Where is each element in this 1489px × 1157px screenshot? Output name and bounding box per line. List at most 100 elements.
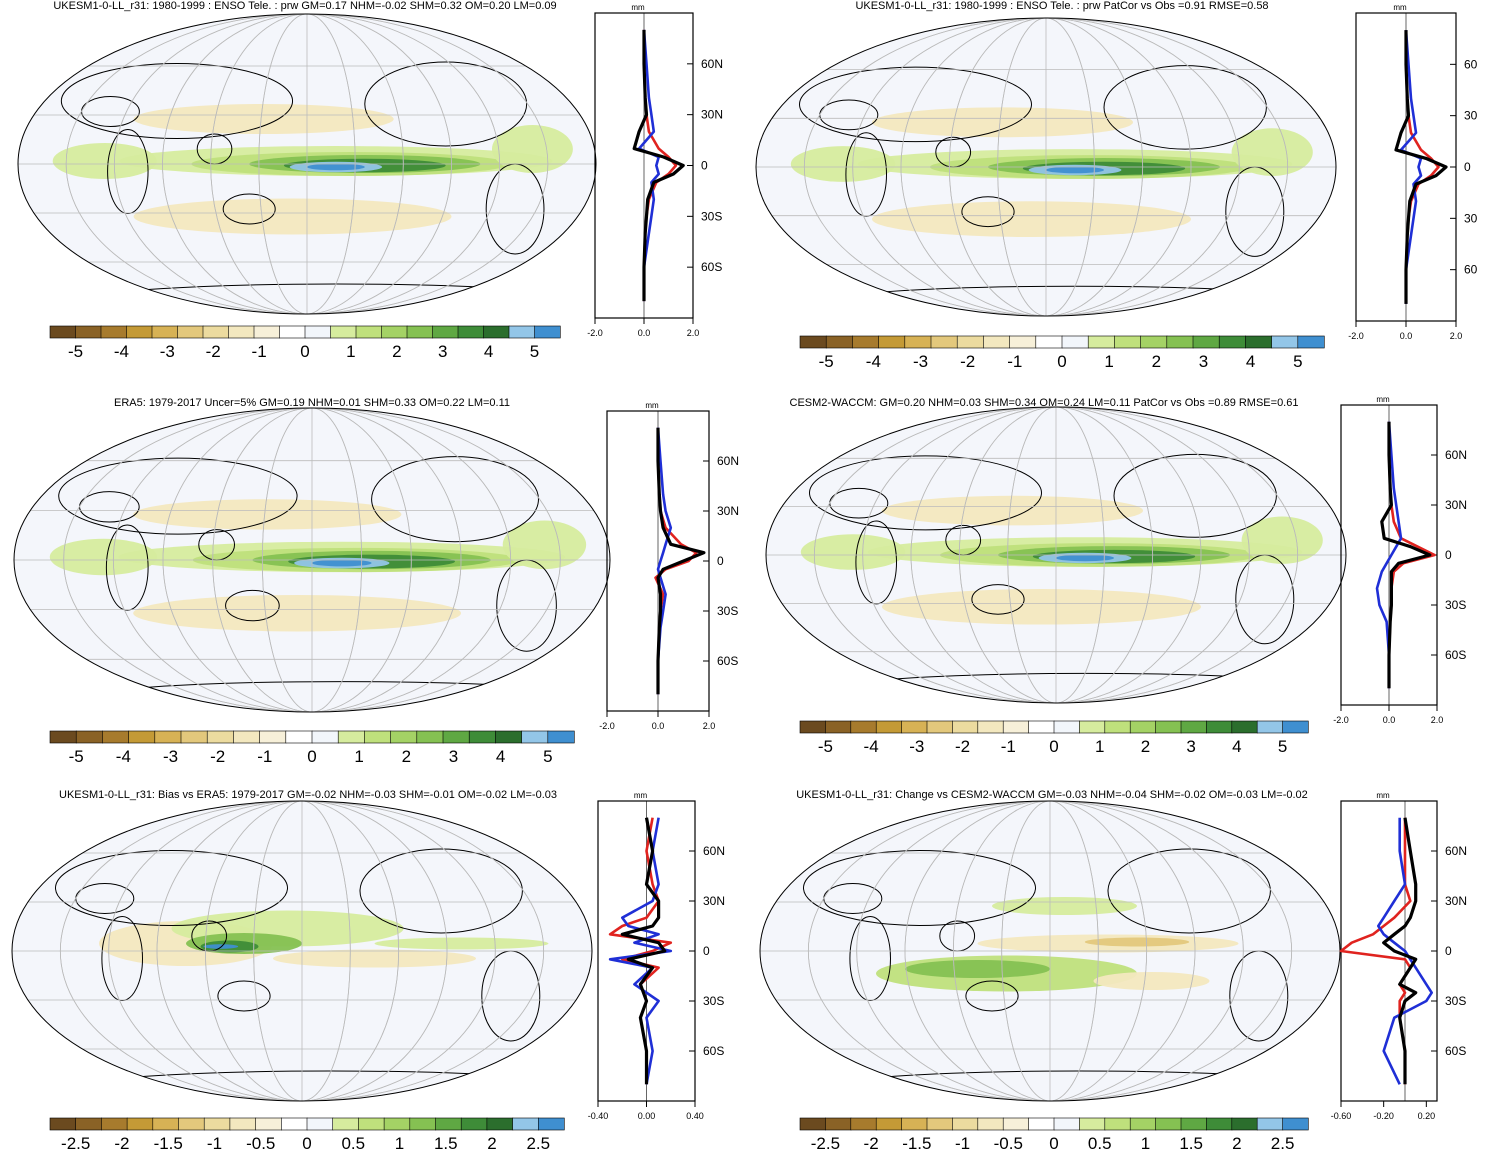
- colorbar-tick-label: -1: [257, 747, 272, 766]
- colorbar-swatch: [1087, 335, 1116, 349]
- zonal-mean-line: [1382, 817, 1418, 1085]
- colorbar-swatch: [534, 325, 561, 339]
- coastline: [105, 524, 149, 611]
- graticule-meridian: [253, 801, 351, 1101]
- value-tick-label: -2.0: [599, 721, 615, 731]
- colorbar-tick-label: 0: [1057, 352, 1066, 371]
- colorbar-swatch: [229, 1117, 257, 1131]
- anomaly-contour: [374, 937, 549, 950]
- colorbar-swatch: [178, 1117, 205, 1131]
- colorbar-tick-label: -5: [69, 747, 84, 766]
- colorbar-swatch: [75, 730, 103, 744]
- graticule-meridian: [162, 408, 462, 712]
- lat-tick-label: 30S: [703, 994, 724, 1008]
- coastline: [803, 850, 1036, 926]
- colorbar-swatch: [152, 1117, 180, 1131]
- colorbar-swatch: [1231, 1117, 1258, 1131]
- lat-tick-label: 30S: [1445, 598, 1466, 612]
- colorbar-tick-label: 0.5: [341, 1134, 365, 1152]
- colorbar-tick-label: -5: [819, 352, 834, 371]
- colorbar-tick-label: 0.5: [1088, 1134, 1112, 1152]
- map-border: [13, 407, 611, 713]
- lat-tick-label: 60N: [1445, 448, 1467, 462]
- lat-tick-label: 60S: [703, 1044, 724, 1058]
- colorbar-swatch: [799, 335, 827, 349]
- colorbar-swatch: [435, 1117, 462, 1131]
- graticule-meridian: [210, 14, 404, 314]
- lat-tick-label: 60N: [703, 844, 725, 858]
- graticule-meridian: [813, 407, 1299, 703]
- colorbar: -5 -4 -3 -2 -1 0 1 2 3 4 5: [49, 730, 575, 766]
- zonal-mean-line: [1376, 817, 1434, 1085]
- anomaly-contour: [905, 960, 1050, 978]
- graticule-meridian: [952, 801, 1148, 1101]
- colorbar-swatch: [901, 720, 928, 734]
- colorbar-swatch: [952, 1117, 979, 1131]
- anomaly-contour: [203, 944, 239, 949]
- anomaly-contour: [49, 538, 158, 576]
- colorbar-swatch: [1028, 720, 1055, 734]
- colorbar-swatch: [330, 325, 357, 339]
- lat-tick-label: 0: [703, 944, 710, 958]
- anomaly-contour: [1241, 516, 1323, 564]
- lat-tick-label: 0: [1445, 548, 1452, 562]
- colorbar-tick-label: 2: [487, 1134, 496, 1152]
- zonal-mean-plot: mm 60 30 0 30 60 -2.0 0.0 2.0: [1348, 3, 1477, 341]
- colorbar-tick-label: -3: [163, 747, 178, 766]
- lat-tick-label: 60N: [717, 454, 739, 468]
- colorbar-tick-label: 4: [484, 342, 493, 361]
- colorbar-tick-label: 1: [395, 1134, 404, 1152]
- units-label: mm: [1376, 791, 1390, 800]
- units-label: mm: [645, 401, 659, 410]
- colorbar-swatch: [483, 325, 510, 339]
- coastline: [799, 66, 1032, 143]
- colorbar-tick-label: 1.5: [434, 1134, 458, 1152]
- graticule-meridian: [904, 801, 1196, 1101]
- graticule-meridian: [1007, 407, 1105, 703]
- colorbar-swatch: [825, 720, 852, 734]
- map: [11, 800, 593, 1102]
- colorbar-tick-label: 3: [1199, 352, 1208, 371]
- map-title: ERA5: 1979-2017 Uncer=5% GM=0.19 NHM=0.0…: [114, 397, 510, 409]
- colorbar-tick-label: 5: [1293, 352, 1302, 371]
- colorbar-swatch: [442, 730, 470, 744]
- colorbar-tick-label: 2: [392, 342, 401, 361]
- colorbar-swatch: [1245, 335, 1273, 349]
- colorbar-swatch: [1053, 720, 1081, 734]
- colorbar-swatch: [358, 1117, 385, 1131]
- colorbar-swatch: [901, 1117, 928, 1131]
- units-label: mm: [1393, 3, 1407, 12]
- panel-6: UKESM1-0-LL_r31: Change vs CESM2-WACCM G…: [744, 768, 1489, 1153]
- colorbar-swatch: [1180, 720, 1208, 734]
- zonal-mean-plot: mm 60N 30N 0 30S 60S -2.0 0.0 2.0: [599, 401, 739, 731]
- anomaly-contour: [992, 897, 1137, 915]
- value-tick-label: 2.0: [1450, 331, 1463, 341]
- colorbar-tick-label: -4: [116, 747, 131, 766]
- graticule-meridian: [803, 18, 1289, 316]
- colorbar-swatch: [547, 730, 575, 744]
- value-tick-label: 2.0: [703, 721, 716, 731]
- colorbar-tick-label: 1: [1104, 352, 1113, 371]
- colorbar-tick-label: 0: [307, 747, 316, 766]
- colorbar-tick-label: -2: [210, 747, 225, 766]
- colorbar-tick-label: 0: [1049, 737, 1058, 756]
- colorbar-swatch: [983, 335, 1011, 349]
- map-title: UKESM1-0-LL_r31: 1980-1999 : ENSO Tele. …: [53, 0, 556, 12]
- zonal-mean-line: [1375, 421, 1403, 689]
- coastline: [1113, 453, 1277, 538]
- graticule-meridian: [204, 801, 400, 1101]
- lat-tick-label: 30N: [1445, 498, 1467, 512]
- anomaly-contour: [312, 559, 372, 567]
- colorbar-swatch: [228, 325, 255, 339]
- coastline: [101, 916, 143, 1001]
- panel-3-figure: ERA5: 1979-2017 Uncer=5% GM=0.19 NHM=0.0…: [13, 397, 739, 766]
- colorbar-swatch: [280, 1117, 308, 1131]
- lat-tick-label: 30N: [1445, 894, 1467, 908]
- graticule-meridian: [112, 408, 512, 712]
- colorbar-tick-label: -4: [866, 352, 881, 371]
- panel-5-figure: UKESM1-0-LL_r31: Bias vs ERA5: 1979-2017…: [11, 789, 725, 1153]
- colorbar-swatch: [383, 1117, 411, 1131]
- value-tick-label: 0.0: [638, 328, 651, 338]
- colorbar-swatch: [1028, 1117, 1055, 1131]
- anomaly-contour: [790, 146, 896, 182]
